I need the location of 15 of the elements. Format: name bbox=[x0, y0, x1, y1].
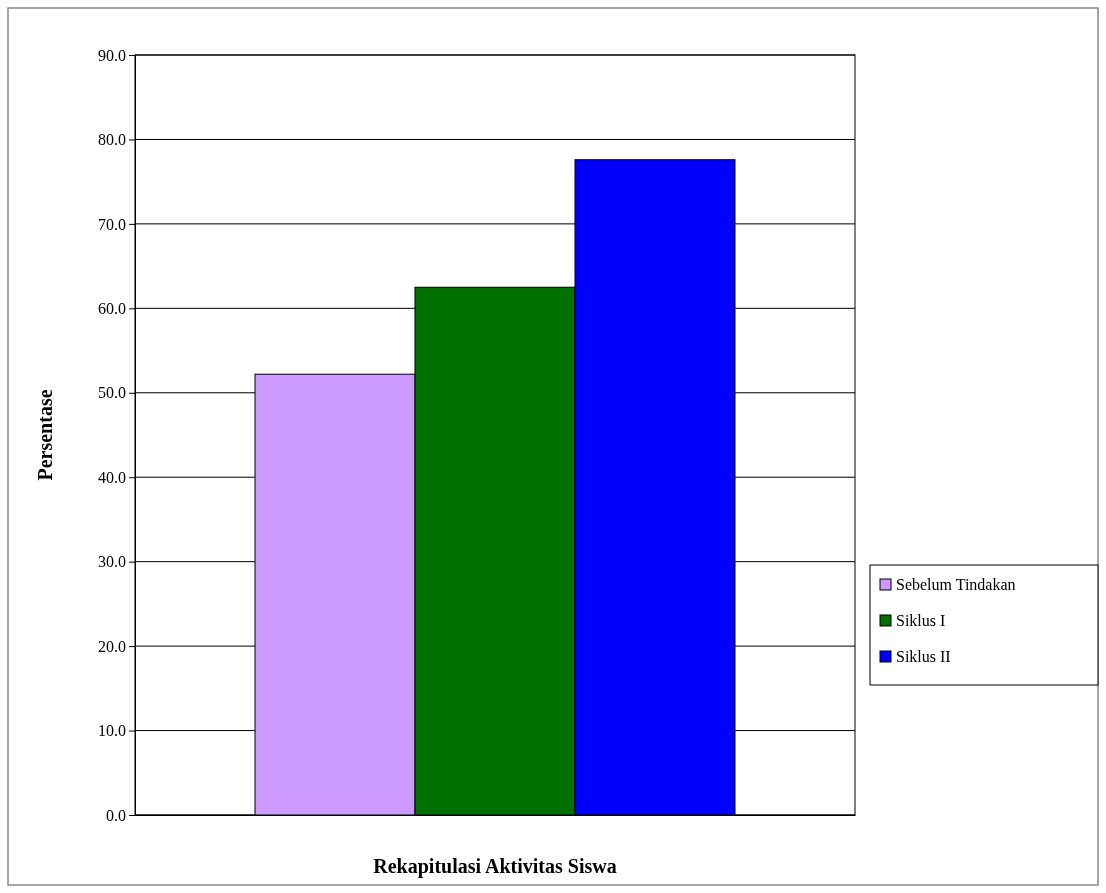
legend-label: Siklus I bbox=[896, 612, 946, 629]
y-tick-label: 90.0 bbox=[98, 46, 126, 64]
y-tick-label: 40.0 bbox=[98, 468, 126, 486]
y-tick-label: 10.0 bbox=[98, 722, 126, 740]
y-tick-label: 80.0 bbox=[98, 131, 126, 149]
x-axis-title: Rekapitulasi Aktivitas Siswa bbox=[373, 855, 617, 878]
y-tick-label: 50.0 bbox=[98, 384, 126, 402]
legend-label: Sebelum Tindakan bbox=[896, 576, 1016, 593]
y-tick-label: 0.0 bbox=[106, 806, 126, 824]
legend-label: Siklus II bbox=[896, 648, 951, 665]
y-tick-label: 60.0 bbox=[98, 299, 126, 317]
y-axis-title: Persentase bbox=[34, 389, 56, 481]
y-tick-label: 70.0 bbox=[98, 215, 126, 233]
y-tick-label: 30.0 bbox=[98, 553, 126, 571]
y-tick-label: 20.0 bbox=[98, 637, 126, 655]
